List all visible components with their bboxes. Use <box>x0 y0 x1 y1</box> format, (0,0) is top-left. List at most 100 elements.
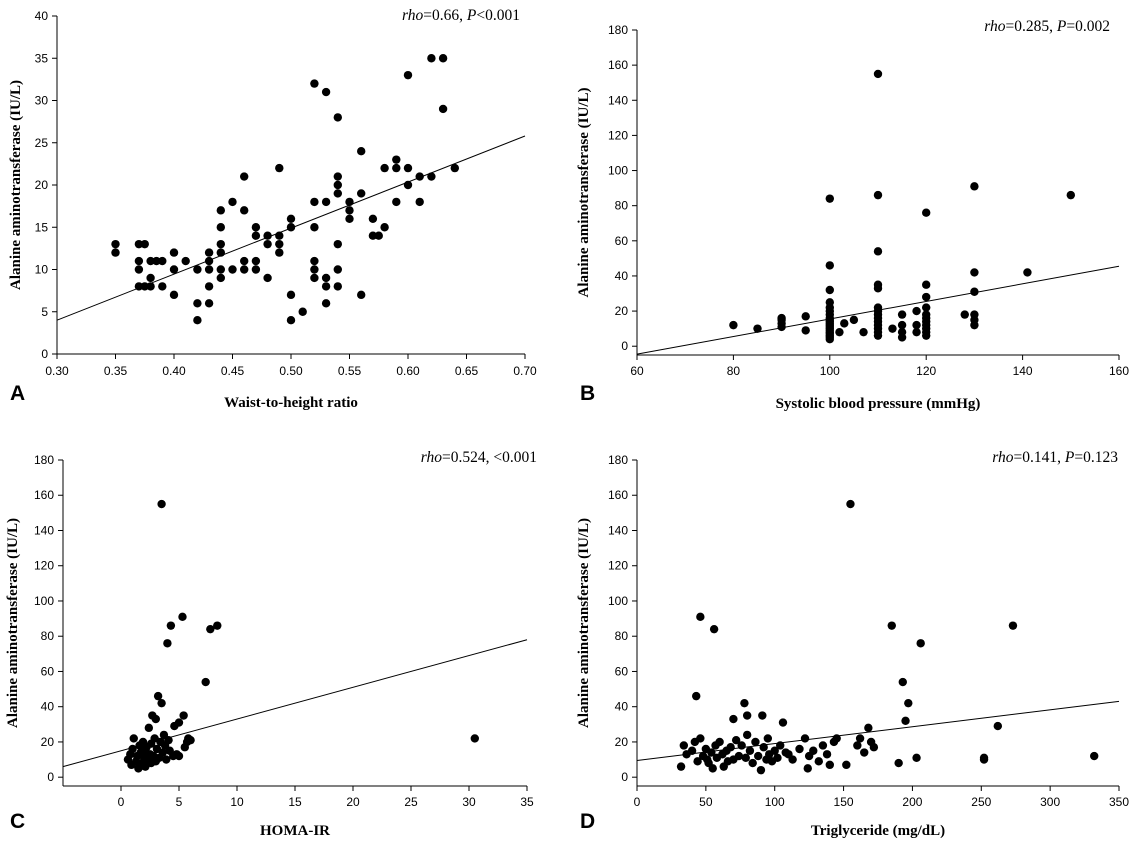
data-point <box>970 268 979 277</box>
y-tick-label: 140 <box>608 93 628 107</box>
x-tick-label: 0 <box>634 795 641 809</box>
data-point <box>158 282 167 291</box>
data-point <box>310 265 319 274</box>
x-tick-label: 200 <box>902 795 922 809</box>
data-point <box>286 290 296 300</box>
data-point <box>970 287 979 296</box>
data-point <box>216 239 225 249</box>
data-point <box>204 256 214 266</box>
panel-letter: D <box>580 810 595 833</box>
data-point <box>859 327 868 337</box>
data-point <box>741 753 750 763</box>
y-tick-label: 10 <box>35 263 49 277</box>
regression-line <box>636 700 1120 761</box>
data-point <box>174 751 184 761</box>
data-point <box>763 734 773 743</box>
y-tick-label: 30 <box>35 94 49 108</box>
data-point <box>1066 190 1076 200</box>
data-point <box>922 208 931 217</box>
x-tick-label: 5 <box>176 795 183 809</box>
stats-rho-rest: =0.66, <box>423 7 467 24</box>
x-tick-label: 15 <box>288 795 302 809</box>
data-point <box>888 324 897 333</box>
stats-rho-rest: =0.524, <0.001 <box>442 449 537 466</box>
data-point <box>795 744 804 754</box>
data-point <box>922 292 931 302</box>
data-point <box>1023 268 1032 277</box>
data-point <box>153 691 163 701</box>
stats-rho-rest: =0.141, <box>1014 449 1065 466</box>
data-point <box>873 190 883 200</box>
data-point <box>333 265 342 274</box>
data-point <box>263 231 272 240</box>
data-point <box>897 320 907 330</box>
y-tick-label: 20 <box>35 178 49 192</box>
x-tick-label: 0.30 <box>45 364 69 378</box>
data-point <box>263 239 272 249</box>
data-point <box>179 711 188 720</box>
x-tick-label: 0.55 <box>338 364 362 378</box>
x-tick-label: 100 <box>765 795 785 809</box>
data-point <box>310 79 319 88</box>
data-point <box>993 721 1003 731</box>
data-point <box>164 735 173 745</box>
data-point <box>415 172 424 181</box>
data-point <box>263 273 272 283</box>
data-point <box>740 698 749 708</box>
data-point <box>737 741 746 750</box>
stats-annotation: rho=0.285, P=0.002 <box>984 18 1110 35</box>
panel-letter: B <box>580 382 595 405</box>
data-point <box>275 231 284 240</box>
data-point <box>275 239 284 249</box>
data-point <box>912 320 921 330</box>
data-point <box>864 723 873 733</box>
data-point <box>898 677 907 687</box>
data-point <box>345 206 354 215</box>
data-point <box>776 741 785 750</box>
data-point <box>146 273 155 283</box>
data-point <box>751 737 760 747</box>
data-point <box>204 282 214 291</box>
data-point <box>801 312 810 321</box>
x-tick-label: 30 <box>462 795 476 809</box>
y-tick-label: 80 <box>615 199 629 213</box>
data-point <box>251 231 261 240</box>
data-point <box>201 677 210 687</box>
x-tick-label: 35 <box>520 795 534 809</box>
data-point <box>825 285 834 295</box>
x-tick-label: 0.40 <box>162 364 186 378</box>
data-point <box>887 621 896 630</box>
y-tick-label: 25 <box>35 136 49 150</box>
data-point <box>873 303 883 312</box>
stats-rho-label: rho <box>421 449 443 466</box>
data-point <box>696 734 705 743</box>
stats-p-label: P <box>1056 18 1067 35</box>
data-point <box>470 734 479 743</box>
x-tick-label: 150 <box>834 795 854 809</box>
data-point <box>853 741 862 750</box>
y-axis-title: Alanine aminotransferase (IU/L) <box>8 80 24 290</box>
y-tick-label: 120 <box>608 559 628 573</box>
data-point <box>800 734 810 743</box>
data-point <box>814 757 823 766</box>
stats-rho-label: rho <box>402 7 424 24</box>
data-point <box>169 265 179 274</box>
data-point <box>228 197 237 207</box>
data-point <box>134 265 144 274</box>
panel-c: 0 5 10 15 20 25 30 35 0 20 40 60 80 100 120 140 160 180 HO… <box>5 449 537 839</box>
data-point <box>753 751 763 761</box>
y-tick-label: 60 <box>615 664 629 678</box>
x-tick-label: 0.60 <box>396 364 420 378</box>
data-point <box>321 87 331 97</box>
y-tick-label: 60 <box>41 664 55 678</box>
y-tick-label: 60 <box>615 234 629 248</box>
data-point <box>157 698 166 708</box>
x-tick-label: 120 <box>916 364 936 378</box>
data-point <box>174 718 184 727</box>
data-point <box>687 746 697 755</box>
y-tick-label: 40 <box>615 269 629 283</box>
data-point <box>169 290 179 300</box>
data-point <box>286 316 296 325</box>
data-point <box>169 248 179 257</box>
data-point <box>392 163 401 173</box>
